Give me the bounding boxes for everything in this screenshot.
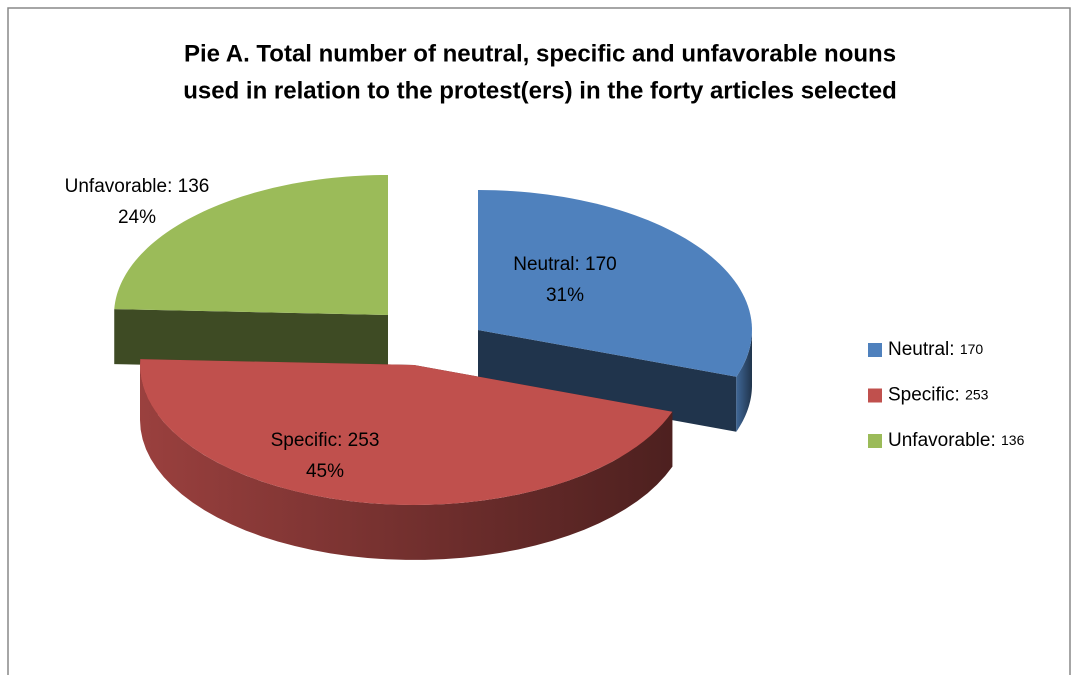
data-label: Specific: 253 xyxy=(271,430,380,451)
slice-top xyxy=(140,359,673,505)
pie-slice xyxy=(114,175,389,370)
data-label-percent: 45% xyxy=(306,461,344,482)
legend-value: 253 xyxy=(965,386,989,402)
legend-swatch xyxy=(868,434,882,448)
slice-top xyxy=(478,190,752,377)
legend-value: 170 xyxy=(960,341,984,357)
legend-label: Specific: xyxy=(888,385,960,406)
slice-edge-face xyxy=(478,330,737,432)
legend-entry: Unfavorable: 136 xyxy=(888,430,1025,451)
data-label-percent: 31% xyxy=(546,285,584,306)
legend-label: Neutral: xyxy=(888,339,955,360)
slice-edge-face xyxy=(114,309,389,370)
legend-entry: Neutral: 170 xyxy=(888,339,983,360)
data-label-percent: 24% xyxy=(118,207,156,228)
data-label: Unfavorable: 136 xyxy=(65,176,210,197)
legend-swatch xyxy=(868,343,882,357)
legend-value: 136 xyxy=(1001,432,1025,448)
legend-swatch xyxy=(868,388,882,403)
pie-slice xyxy=(478,190,752,432)
legend-entry: Specific: 253 xyxy=(888,385,989,406)
slice-side xyxy=(140,365,673,560)
slice-top xyxy=(114,175,389,315)
slice-side xyxy=(736,330,752,432)
chart-title: used in relation to the protest(ers) in … xyxy=(183,77,897,104)
chart-title: Pie A. Total number of neutral, specific… xyxy=(184,40,896,67)
data-label: Neutral: 170 xyxy=(513,254,617,275)
pie-slice xyxy=(140,359,673,560)
chart-border xyxy=(7,7,1071,675)
legend-label: Unfavorable: xyxy=(888,430,996,451)
